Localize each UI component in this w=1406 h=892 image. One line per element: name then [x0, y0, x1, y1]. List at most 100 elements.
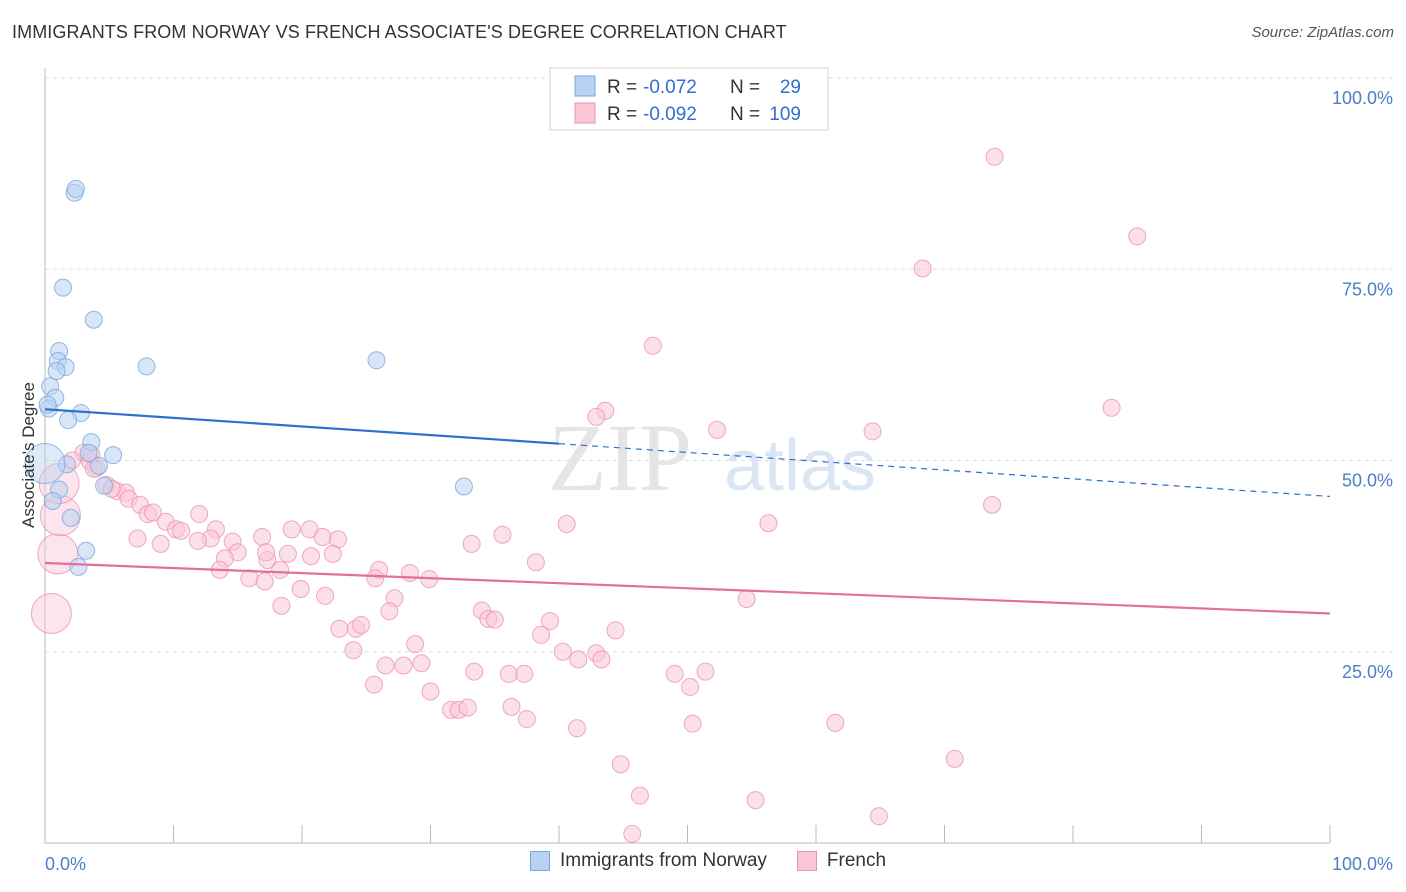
french-point — [541, 612, 560, 631]
trend-lines — [44, 408, 1331, 615]
legend-item-french[interactable]: French — [796, 850, 886, 872]
french-point — [696, 662, 715, 681]
watermark-atlas: atlas — [724, 426, 876, 506]
french-point — [278, 544, 297, 563]
y-axis-label: Associate's Degree — [19, 382, 38, 528]
french-point — [30, 593, 72, 634]
french-point — [366, 569, 385, 588]
french-point — [985, 147, 1004, 166]
french-point — [190, 505, 209, 524]
french-point — [665, 664, 684, 683]
norway-point — [104, 446, 123, 465]
french-trend-line — [44, 561, 1331, 615]
french-point — [255, 572, 274, 591]
french-point — [253, 528, 272, 546]
french-point — [462, 534, 481, 553]
y-tick-label: 25.0% — [1342, 662, 1393, 682]
norway-point — [59, 410, 78, 429]
french-point — [1102, 398, 1121, 417]
french-point — [708, 420, 727, 439]
french-point — [301, 547, 320, 566]
gridlines — [45, 77, 1392, 653]
y-tick-label: 100.0% — [1332, 88, 1393, 108]
norway-point — [367, 351, 386, 370]
norway-point — [89, 456, 108, 475]
french-point — [737, 589, 756, 608]
french-point — [313, 528, 332, 546]
french-point — [532, 625, 551, 644]
french-point — [493, 525, 512, 544]
norway-trend-extension — [558, 443, 1331, 498]
french-point — [746, 791, 765, 810]
french-point — [526, 553, 545, 572]
french-point — [913, 259, 932, 278]
french-point — [945, 749, 964, 768]
french-point — [499, 664, 518, 683]
x-tick-label: 0.0% — [45, 854, 86, 874]
x-tick-label: 100.0% — [1332, 854, 1393, 874]
source-label: Source: ZipAtlas.com — [1251, 24, 1394, 41]
french-point — [282, 520, 301, 539]
french-point — [412, 654, 431, 673]
legend-label-norway: Immigrants from Norway — [560, 850, 767, 871]
french-point — [376, 656, 395, 675]
french-point — [611, 755, 630, 774]
french-point — [128, 529, 147, 548]
french-point — [188, 531, 207, 550]
french-point — [465, 662, 484, 681]
french-point — [606, 621, 625, 640]
french-point — [826, 713, 845, 732]
stats-legend: R = -0.072 N = 29 R = -0.092 N = 109 — [549, 67, 829, 131]
stats-n-value-blue: 29 — [780, 77, 801, 98]
norway-point — [69, 557, 88, 576]
norway-point — [24, 443, 66, 485]
french-point — [271, 560, 290, 579]
french-point — [1128, 227, 1147, 246]
norway-point — [66, 179, 85, 198]
norway-point — [61, 508, 80, 527]
stats-n-label-pink: N = — [730, 104, 760, 125]
french-point — [406, 635, 425, 654]
french-point — [681, 677, 700, 696]
y-tick-label: 75.0% — [1342, 279, 1393, 299]
french-point — [257, 543, 276, 562]
french-point — [517, 710, 536, 729]
stats-n-label-blue: N = — [730, 77, 760, 98]
legend-swatch-norway — [530, 851, 550, 871]
french-point — [515, 664, 534, 683]
norway-point — [47, 361, 66, 380]
data-points — [24, 147, 1147, 843]
norway-point — [43, 492, 62, 511]
french-point — [567, 719, 586, 738]
french-point — [172, 521, 191, 540]
french-point — [983, 495, 1002, 514]
norway-point — [79, 443, 98, 462]
norway-point — [53, 278, 72, 297]
french-point — [380, 602, 399, 621]
tick-labels: 25.0% 50.0% 75.0% 100.0% 0.0% 100.0% — [45, 88, 1393, 874]
french-point — [553, 642, 572, 661]
stats-r-value-pink: -0.092 — [643, 104, 697, 125]
french-point — [394, 656, 413, 675]
french-point — [364, 675, 383, 694]
french-point — [569, 650, 588, 669]
norway-point — [454, 477, 473, 496]
french-point — [143, 503, 162, 522]
french-point — [151, 534, 170, 553]
axes — [44, 68, 1331, 844]
french-point — [316, 586, 335, 605]
legend-swatch-french — [796, 851, 817, 871]
french-point — [272, 596, 291, 615]
norway-trend-line — [44, 408, 560, 445]
french-point — [485, 610, 504, 629]
french-point — [502, 697, 521, 716]
french-point — [330, 619, 349, 638]
french-point — [759, 514, 778, 533]
french-point — [643, 336, 662, 355]
french-point — [623, 824, 642, 843]
norway-point — [77, 541, 96, 560]
french-point — [587, 407, 606, 426]
french-point — [683, 714, 702, 733]
legend-item-norway[interactable]: Immigrants from Norway — [530, 850, 767, 872]
